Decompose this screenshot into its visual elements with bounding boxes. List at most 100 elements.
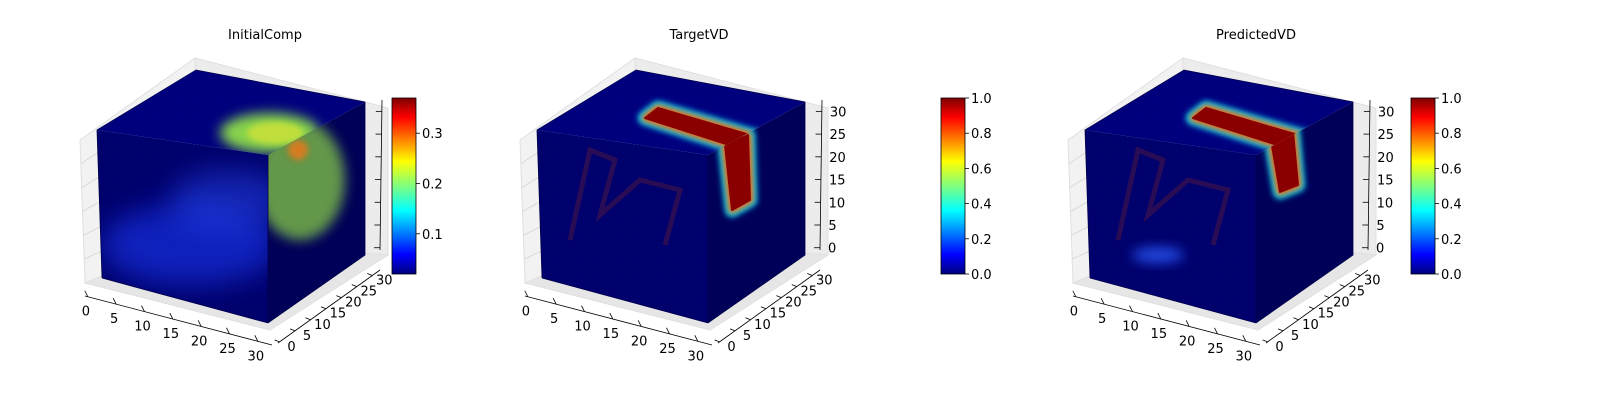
y-tick xyxy=(791,284,797,287)
x-tick xyxy=(1100,297,1105,305)
x-tick-label: 0 xyxy=(82,305,90,320)
y-tick-label: 30 xyxy=(376,274,393,289)
x-tick xyxy=(581,305,585,312)
colorbar-tick-label: 0.2 xyxy=(971,233,992,248)
y-tick-label: 25 xyxy=(1349,285,1366,300)
y-tick-label: 10 xyxy=(1302,318,1319,333)
colorbar-tick-label: 0.0 xyxy=(1441,268,1462,283)
y-tick xyxy=(336,295,342,299)
x-tick-label: 15 xyxy=(163,327,180,342)
y-tick xyxy=(367,273,373,276)
x-tick xyxy=(552,297,557,305)
y-tick-label: 5 xyxy=(1291,329,1299,344)
y-tick-label: 15 xyxy=(770,307,787,322)
structure-right xyxy=(718,128,757,217)
y-tick-label: 20 xyxy=(345,296,362,311)
y-tick xyxy=(320,306,327,310)
y-tick-label: 30 xyxy=(1364,274,1381,289)
colorbar-tick-label: 1.0 xyxy=(971,92,992,107)
y-tick-label: 15 xyxy=(330,307,347,322)
x-tick-label: 20 xyxy=(1179,334,1196,349)
z-tick-label: 5 xyxy=(1376,219,1384,234)
z-tick-label: 10 xyxy=(829,196,846,211)
colorbar xyxy=(1410,97,1436,275)
z-tick-label: 5 xyxy=(828,219,836,234)
colorbar-tick-label: 0.8 xyxy=(971,127,992,142)
x-tick xyxy=(141,305,145,312)
subplot-title: TargetVD xyxy=(668,28,728,43)
voxel-grid xyxy=(537,130,708,323)
y-tick xyxy=(760,306,767,310)
colorbar-tick-label: 0.2 xyxy=(1441,233,1462,248)
x-tick xyxy=(666,327,670,335)
x-tick-label: 30 xyxy=(1236,349,1253,364)
x-tick-label: 5 xyxy=(1098,312,1106,327)
subplot-3: 0 5 10 15 20 25 30051015202530051015202530Pred… xyxy=(1067,28,1462,364)
z-tick-label: 25 xyxy=(1378,128,1395,143)
y-tick xyxy=(745,317,751,321)
z-tick-label: 20 xyxy=(1377,151,1394,166)
x-tick xyxy=(1214,327,1218,335)
y-tick-label: 5 xyxy=(303,329,311,344)
y-tick xyxy=(776,295,782,299)
y-tick xyxy=(1308,306,1315,310)
colorbar-tick-label: 0.2 xyxy=(422,177,443,192)
x-tick xyxy=(637,320,642,327)
y-tick-label: 25 xyxy=(801,285,818,300)
x-tick xyxy=(112,297,117,305)
x-tick xyxy=(84,290,89,297)
x-tick xyxy=(524,290,529,297)
y-tick-label: 0 xyxy=(287,340,295,355)
colorbar-tick-label: 0.6 xyxy=(971,162,992,177)
y-tick-label: 15 xyxy=(1318,307,1335,322)
z-tick-label: 30 xyxy=(830,105,847,120)
x-tick xyxy=(1242,335,1247,342)
y-tick-label: 30 xyxy=(816,274,833,289)
y-tick-label: 20 xyxy=(1333,296,1350,311)
colorbar-tick-label: 0.1 xyxy=(422,228,443,243)
colorbar-tick-label: 0.0 xyxy=(971,268,992,283)
z-tick-label: 30 xyxy=(1378,105,1395,120)
blob-right xyxy=(268,120,345,240)
colorbar-tick-label: 1.0 xyxy=(1441,92,1462,107)
y-tick-label: 10 xyxy=(314,318,331,333)
x-tick-label: 5 xyxy=(550,312,558,327)
structure-top xyxy=(1186,101,1315,155)
x-tick xyxy=(169,312,174,320)
x-tick-label: 25 xyxy=(219,342,236,357)
y-tick xyxy=(1262,339,1268,343)
x-tick-label: 30 xyxy=(248,349,265,364)
y-tick-label: 0 xyxy=(1275,340,1283,355)
y-tick-label: 5 xyxy=(743,329,751,344)
colorbar-tick-label: 0.6 xyxy=(1441,162,1462,177)
x-tick-label: 0 xyxy=(1070,305,1078,320)
x-tick-label: 15 xyxy=(603,327,620,342)
subplot-2: 0 5 10 15 20 25 30051015202530051015202530Targ… xyxy=(519,28,992,364)
subplot-title: PredictedVD xyxy=(1216,28,1296,43)
voxel-grid xyxy=(1085,130,1256,323)
y-tick-label: 10 xyxy=(754,318,771,333)
colorbar xyxy=(391,97,417,275)
x-tick xyxy=(1185,320,1190,327)
y-tick xyxy=(1277,328,1284,332)
z-tick-label: 15 xyxy=(1377,174,1394,189)
y-tick xyxy=(714,339,720,343)
y-tick xyxy=(1324,295,1330,299)
x-tick xyxy=(197,320,202,327)
y-tick xyxy=(289,328,296,332)
y-tick xyxy=(1339,284,1345,287)
x-tick-label: 10 xyxy=(1122,320,1139,335)
x-tick xyxy=(226,327,230,335)
x-tick-label: 5 xyxy=(110,312,118,327)
colorbar-tick-label: 0.3 xyxy=(422,127,443,142)
y-tick-label: 0 xyxy=(727,340,735,355)
z-tick-label: 25 xyxy=(830,128,847,143)
y-tick-label: 20 xyxy=(785,296,802,311)
z-tick-label: 0 xyxy=(828,242,836,257)
x-tick-label: 20 xyxy=(631,334,648,349)
z-tick-label: 20 xyxy=(829,151,846,166)
x-tick-label: 25 xyxy=(1207,342,1224,357)
x-tick-label: 25 xyxy=(659,342,676,357)
